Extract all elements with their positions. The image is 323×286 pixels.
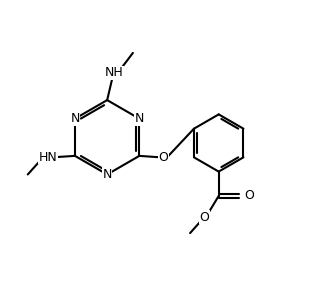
Text: O: O — [200, 211, 209, 224]
Text: O: O — [244, 189, 254, 202]
Text: N: N — [102, 168, 112, 181]
Text: N: N — [70, 112, 80, 125]
Text: O: O — [159, 151, 169, 164]
Text: N: N — [135, 112, 144, 125]
Text: HN: HN — [38, 151, 57, 164]
Text: NH: NH — [105, 66, 124, 80]
